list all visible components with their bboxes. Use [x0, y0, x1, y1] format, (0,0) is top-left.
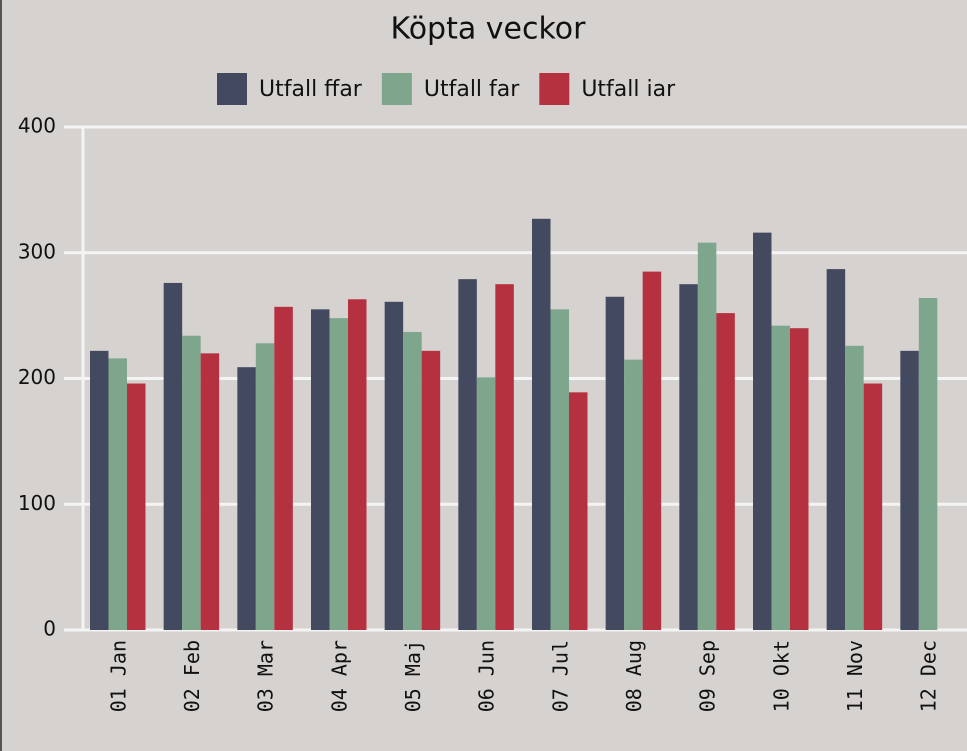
x-tick-label: 07 Jul	[548, 640, 572, 712]
bar	[753, 232, 772, 630]
bar	[200, 353, 220, 630]
y-tick-label: 400	[18, 114, 56, 138]
legend-label: Utfall far	[424, 77, 520, 102]
bar	[771, 325, 790, 630]
bar	[550, 309, 569, 630]
bar	[311, 309, 330, 630]
x-tick-label: 08 Aug	[622, 640, 646, 712]
bar	[329, 318, 348, 630]
bar	[918, 298, 938, 630]
bar	[790, 328, 809, 630]
x-tick-label: 09 Sep	[696, 640, 720, 712]
bar	[237, 367, 256, 630]
legend-swatch	[539, 73, 570, 105]
bar	[642, 271, 662, 630]
bar	[624, 359, 643, 630]
x-tick-label: 02 Feb	[180, 640, 204, 712]
bar	[532, 218, 551, 631]
x-tick-label: 12 Dec	[917, 640, 941, 712]
bar	[182, 335, 201, 630]
y-tick-label: 200	[18, 365, 56, 389]
bar	[108, 358, 127, 630]
y-tick-label: 0	[43, 617, 56, 641]
bar	[863, 383, 883, 630]
bar	[274, 306, 293, 630]
bar	[679, 284, 698, 630]
bar	[90, 350, 109, 630]
bar	[697, 242, 717, 630]
legend-label: Utfall iar	[581, 77, 676, 102]
x-tick-label: 10 Okt	[769, 640, 793, 712]
chart-title: Köpta veckor	[391, 12, 587, 47]
bar	[384, 301, 404, 630]
bar	[900, 350, 919, 630]
x-tick-label: 04 Apr	[327, 640, 351, 712]
bar	[421, 350, 441, 630]
bar	[716, 313, 735, 630]
bar	[163, 282, 183, 630]
x-tick-label: 11 Nov	[843, 640, 867, 712]
legend-swatch	[381, 73, 412, 105]
bar	[495, 284, 514, 630]
y-tick-label: 100	[18, 491, 56, 515]
x-tick-label: 06 Jun	[475, 640, 499, 712]
legend-swatch	[217, 73, 247, 105]
bar	[605, 296, 625, 630]
bar	[845, 345, 864, 630]
bar	[476, 377, 496, 630]
x-tick-label: 05 Maj	[401, 640, 425, 712]
bar	[569, 392, 588, 630]
bar	[403, 331, 422, 630]
bar	[458, 279, 477, 630]
legend-label: Utfall ffar	[259, 77, 363, 102]
bar	[826, 269, 846, 630]
bar	[255, 343, 275, 630]
bar	[127, 383, 146, 630]
bar	[348, 299, 367, 630]
x-tick-label: 01 Jan	[106, 640, 130, 712]
y-tick-label: 300	[18, 239, 56, 263]
x-tick-label: 03 Mar	[254, 640, 278, 712]
